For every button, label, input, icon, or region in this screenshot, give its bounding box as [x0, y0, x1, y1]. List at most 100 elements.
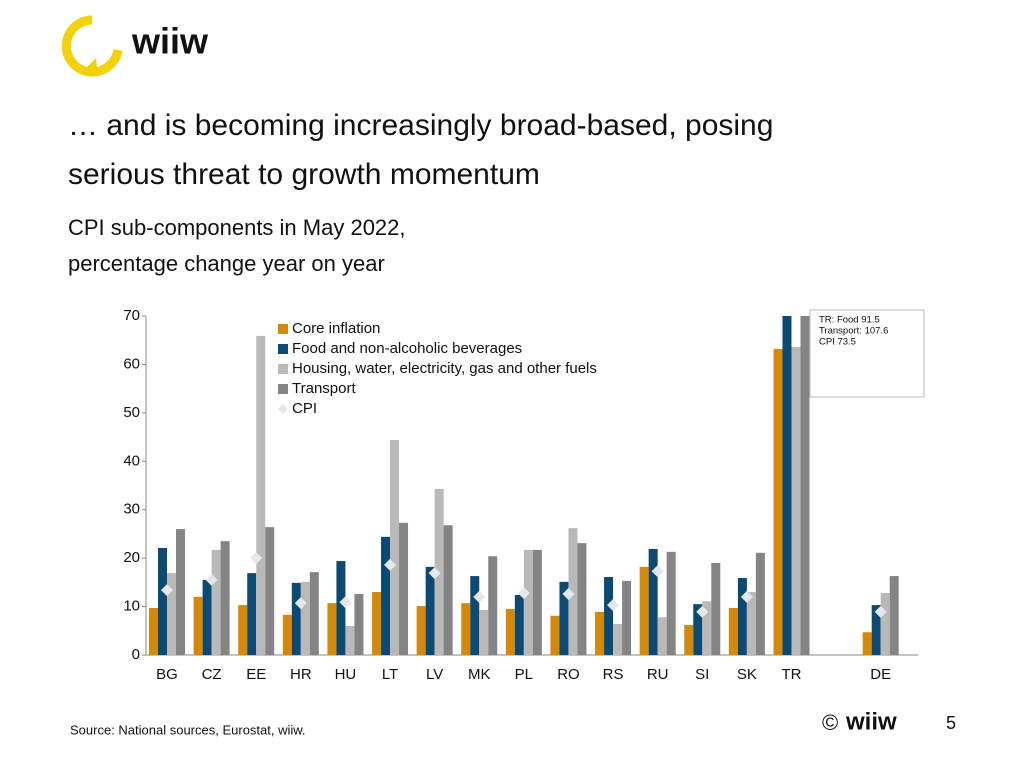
- bar: [167, 573, 177, 655]
- bar: [220, 541, 230, 655]
- cpi-marker: [161, 584, 174, 597]
- bar: [880, 593, 890, 655]
- copyright: ©: [822, 710, 838, 735]
- cpi-marker: [785, 293, 797, 305]
- subtitle: percentage change year on year: [68, 251, 385, 276]
- bar: [523, 549, 533, 655]
- bar: [514, 594, 524, 655]
- logo-text: wiiw: [131, 21, 209, 62]
- bar: [238, 605, 248, 655]
- bar: [282, 614, 292, 655]
- bar: [577, 543, 587, 655]
- bar: [800, 316, 810, 655]
- x-tick-label: TR: [781, 666, 801, 683]
- annotation-text: TR: Food 91.5: [819, 315, 880, 326]
- bar: [728, 608, 738, 655]
- bar: [158, 547, 168, 655]
- bar: [666, 551, 676, 655]
- cpi-marker: [696, 605, 709, 618]
- annotation-text: Transport: 107.6: [819, 326, 888, 337]
- bar: [639, 566, 649, 655]
- x-tick-label: EE: [246, 666, 266, 683]
- cpi-marker: [250, 552, 263, 565]
- cpi-marker: [651, 565, 664, 578]
- cpi-marker: [874, 605, 887, 618]
- logo: wiiw: [61, 15, 209, 77]
- bar: [711, 562, 721, 655]
- y-tick-label: 30: [123, 501, 140, 518]
- x-tick-label: RO: [557, 666, 580, 683]
- subtitle: CPI sub-components in May 2022,: [68, 215, 406, 240]
- logo-arrow: [86, 58, 98, 74]
- bar: [505, 608, 515, 655]
- bar: [247, 573, 257, 655]
- y-tick-label: 70: [123, 307, 140, 324]
- cpi-marker: [339, 596, 352, 609]
- cpi-marker: [562, 587, 575, 600]
- bar: [604, 577, 614, 655]
- x-tick-label: CZ: [202, 666, 222, 683]
- bar: [211, 549, 221, 655]
- bar: [622, 580, 632, 655]
- bar: [684, 624, 694, 655]
- cpi-marker: [384, 558, 397, 571]
- x-tick-label: RU: [647, 666, 669, 683]
- bar: [479, 609, 489, 655]
- x-tick-label: HU: [335, 666, 357, 683]
- bar: [425, 566, 435, 655]
- x-tick-label: DE: [870, 666, 891, 683]
- x-tick-label: LT: [382, 666, 398, 683]
- cpi-marker: [205, 573, 218, 586]
- x-tick-label: PL: [515, 666, 533, 683]
- annotation-text: CPI 73.5: [819, 337, 856, 348]
- x-tick-label: HR: [290, 666, 312, 683]
- bar: [862, 632, 872, 655]
- source: Source: National sources, Eurostat, wiiw…: [70, 722, 306, 737]
- footer-logo: wiiw: [845, 708, 897, 735]
- bar: [372, 592, 382, 655]
- bar: [871, 605, 881, 655]
- y-tick-label: 50: [123, 404, 140, 421]
- cpi-marker: [607, 599, 620, 612]
- y-tick-label: 0: [132, 646, 140, 663]
- title: serious threat to growth momentum: [68, 158, 540, 191]
- cpi-marker: [740, 590, 753, 603]
- bar: [390, 439, 400, 655]
- x-tick-label: SK: [737, 666, 757, 683]
- plot-area: [149, 293, 899, 655]
- bar: [648, 548, 658, 655]
- y-tick-label: 60: [123, 355, 140, 372]
- cpi-marker: [294, 597, 307, 610]
- bar: [443, 525, 453, 655]
- bar: [300, 581, 310, 655]
- bar: [193, 596, 203, 655]
- bar: [773, 348, 783, 655]
- cpi-marker: [428, 567, 441, 580]
- bar: [755, 552, 765, 655]
- legend-label: Housing, water, electricity, gas and oth…: [292, 360, 597, 377]
- bar: [291, 582, 301, 655]
- legend-swatch: [278, 384, 288, 394]
- bar: [416, 606, 426, 655]
- bar: [399, 522, 409, 655]
- page-number: 5: [946, 713, 956, 733]
- bar: [327, 603, 337, 655]
- cpi-marker: [473, 590, 486, 603]
- title: … and is becoming increasingly broad-bas…: [68, 109, 773, 142]
- bar: [202, 579, 212, 655]
- bar: [613, 624, 623, 655]
- bar: [381, 536, 391, 655]
- bar: [461, 603, 471, 655]
- logo-ring: [61, 15, 123, 77]
- legend-swatch: [278, 364, 288, 374]
- bar: [568, 528, 578, 655]
- bar: [149, 608, 159, 655]
- bar: [693, 604, 703, 655]
- y-tick-label: 20: [123, 549, 140, 566]
- bar: [737, 577, 747, 655]
- bar: [488, 556, 498, 655]
- bar: [309, 572, 319, 655]
- bar: [595, 611, 605, 655]
- y-tick-label: 40: [123, 452, 140, 469]
- bar: [782, 316, 792, 655]
